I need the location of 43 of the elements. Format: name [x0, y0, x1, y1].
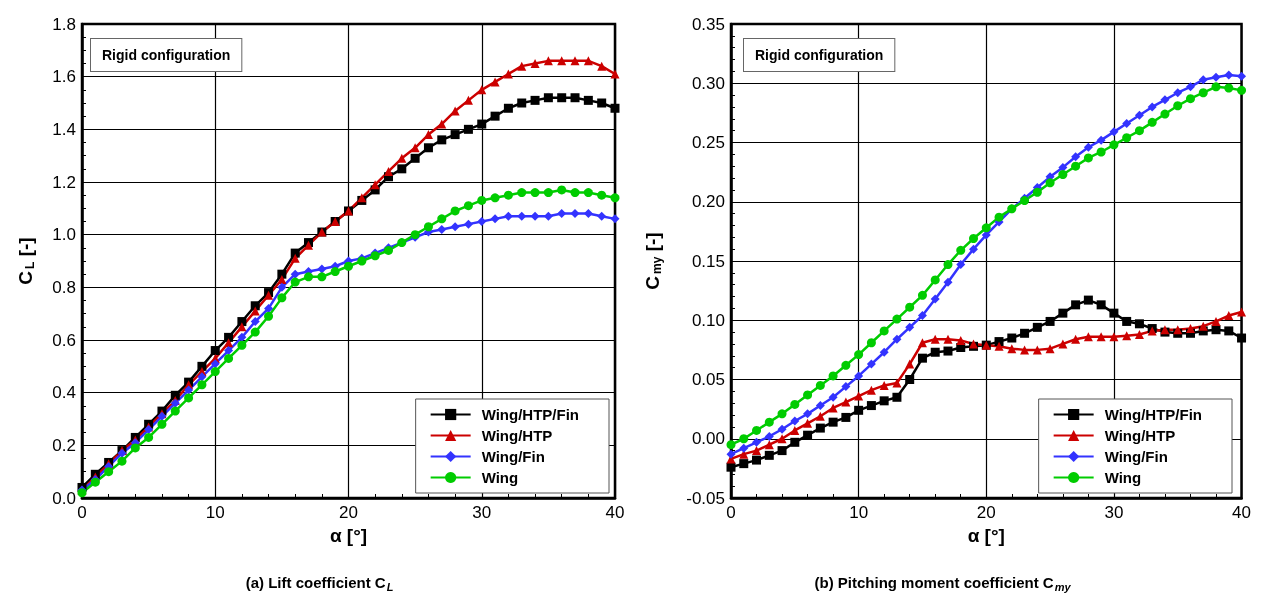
y-axis-title: Cmy [-] [642, 232, 664, 290]
legend-label: Wing/Fin [1104, 448, 1168, 465]
y-tick-label: 0.4 [52, 383, 76, 403]
annotation: Rigid configuration [755, 47, 884, 63]
x-tick-label: 40 [605, 503, 625, 522]
x-tick-label: 10 [849, 503, 869, 522]
y-tick-label: 0.00 [691, 429, 725, 449]
y-tick-label: 1.8 [52, 14, 76, 34]
y-tick-label: 1.4 [52, 119, 76, 139]
y-tick-label: 1.0 [52, 225, 76, 245]
y-tick-label: 1.6 [52, 67, 76, 87]
legend-label: Wing/Fin [481, 448, 545, 465]
y-tick-label: 0.10 [691, 310, 725, 330]
x-tick-label: 0 [726, 503, 736, 522]
x-tick-label: 0 [77, 503, 87, 522]
x-tick-label: 10 [205, 503, 225, 522]
legend-label: Wing [481, 469, 519, 486]
x-axis-title: α [°] [329, 525, 368, 546]
x-tick-label: 20 [976, 503, 996, 522]
y-tick-label: 0.0 [52, 488, 76, 508]
y-tick-label: 0.20 [691, 192, 725, 212]
y-tick-label: 0.30 [691, 73, 725, 93]
x-tick-label: 20 [339, 503, 358, 522]
y-tick-label: -0.05 [686, 488, 725, 508]
annotation: Rigid configuration [102, 47, 231, 63]
y-tick-label: 0.35 [691, 14, 725, 34]
y-tick-label: 0.2 [52, 435, 76, 455]
x-axis-title: α [°] [967, 525, 1005, 546]
y-tick-label: 0.8 [52, 277, 76, 297]
legend-label: Wing [1104, 469, 1142, 486]
y-tick-label: 0.6 [52, 330, 76, 350]
y-axis-title: CL [-] [15, 237, 37, 285]
legend-label: Wing/HTP [1104, 427, 1176, 444]
y-tick-label: 0.25 [691, 133, 725, 152]
legend-label: Wing/HTP/Fin [1104, 406, 1203, 423]
y-tick-label: 0.15 [691, 251, 725, 271]
legend-label: Wing/HTP/Fin [481, 406, 580, 423]
x-tick-label: 30 [1104, 503, 1124, 522]
x-tick-label: 30 [472, 503, 492, 522]
y-tick-label: 1.2 [52, 172, 76, 192]
x-tick-label: 40 [1232, 503, 1252, 522]
y-tick-label: 0.05 [691, 370, 725, 389]
legend-label: Wing/HTP [481, 427, 553, 444]
